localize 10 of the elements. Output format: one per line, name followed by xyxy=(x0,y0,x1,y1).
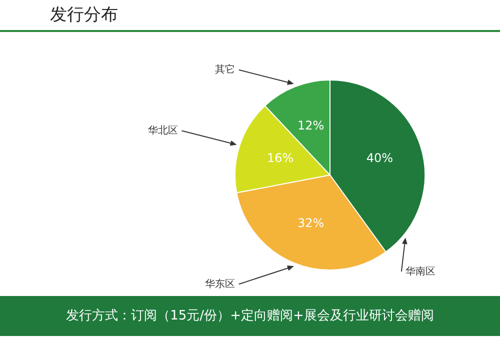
chart-title: 发行分布 xyxy=(50,5,118,25)
data-label: 40% xyxy=(366,151,394,166)
slice-label: 华北区 xyxy=(148,124,178,136)
data-label: 32% xyxy=(297,216,324,230)
slice-label: 其它 xyxy=(214,64,235,76)
slice-label: 华南区 xyxy=(405,265,436,278)
text: 发行方式：订阅（15元/份）+定向赠阅+展会及行业研讨会赠阅 xyxy=(66,308,434,324)
data-label: 16% xyxy=(266,151,294,166)
slice-label: 华东区 xyxy=(204,278,235,290)
data-label: 12% xyxy=(297,118,324,133)
